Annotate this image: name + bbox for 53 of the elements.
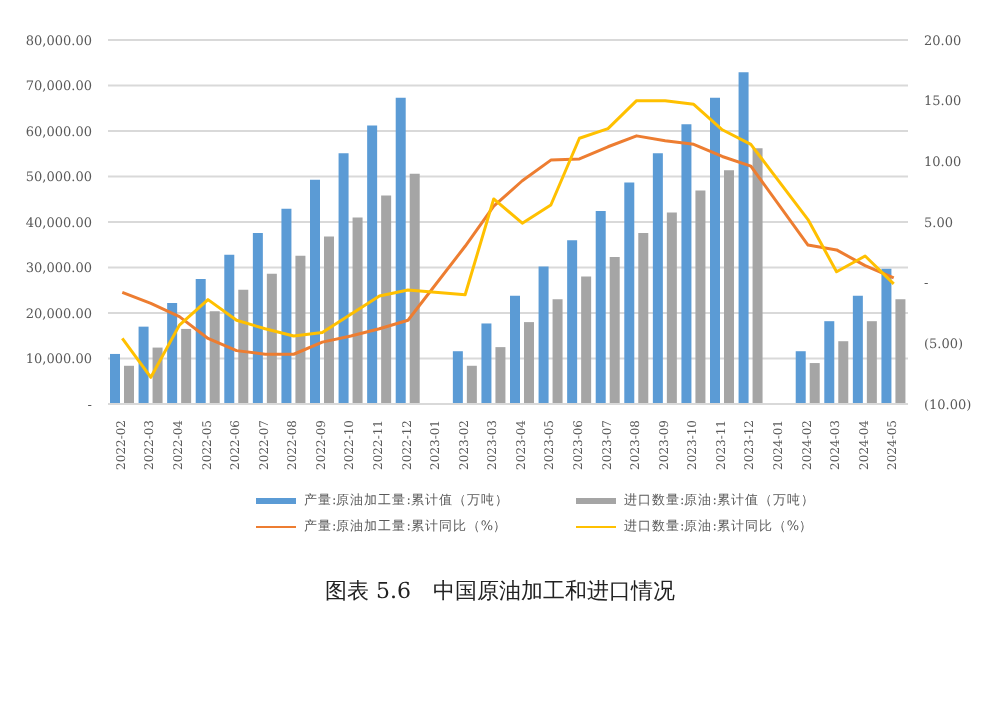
line-series (120, 134, 896, 356)
bar (510, 295, 520, 404)
bar (666, 212, 677, 404)
bar (452, 351, 463, 404)
bar (281, 208, 292, 404)
bar (495, 347, 506, 404)
bar (124, 365, 134, 404)
bar (110, 353, 120, 404)
bar (895, 299, 906, 404)
bar (409, 173, 420, 404)
bar (266, 273, 277, 404)
bar (809, 363, 820, 404)
bar (866, 321, 877, 404)
bar (838, 341, 849, 404)
bar (609, 257, 620, 404)
bar (381, 195, 392, 404)
bar (209, 311, 220, 404)
bar (695, 190, 706, 404)
bar (881, 268, 892, 404)
bar (138, 326, 149, 404)
bar (595, 211, 606, 404)
bar (295, 255, 306, 404)
bar (338, 153, 349, 404)
bar (524, 322, 534, 404)
bar (567, 240, 578, 404)
bar (466, 365, 477, 404)
bar (624, 182, 635, 404)
bar (310, 179, 320, 404)
bar (552, 299, 563, 404)
bar (352, 217, 363, 404)
bar (195, 278, 206, 404)
bar (481, 323, 492, 404)
bar (681, 124, 692, 404)
bar (224, 254, 235, 404)
bar (181, 328, 192, 404)
bar (238, 289, 249, 404)
bar (824, 321, 835, 404)
bar (252, 232, 263, 404)
bar (367, 125, 378, 404)
bar (852, 295, 863, 404)
bar (638, 232, 649, 404)
bar (752, 148, 763, 404)
bar (738, 72, 749, 404)
line-series (120, 99, 896, 379)
bar (581, 276, 592, 404)
bar (395, 97, 406, 404)
bar (795, 351, 806, 404)
text: 图表 5.6 中国原油加工和进口情况 (323, 576, 677, 606)
bar (652, 153, 663, 404)
bar (538, 266, 549, 404)
bar (710, 97, 720, 404)
bar (724, 170, 734, 404)
bar (324, 236, 334, 404)
